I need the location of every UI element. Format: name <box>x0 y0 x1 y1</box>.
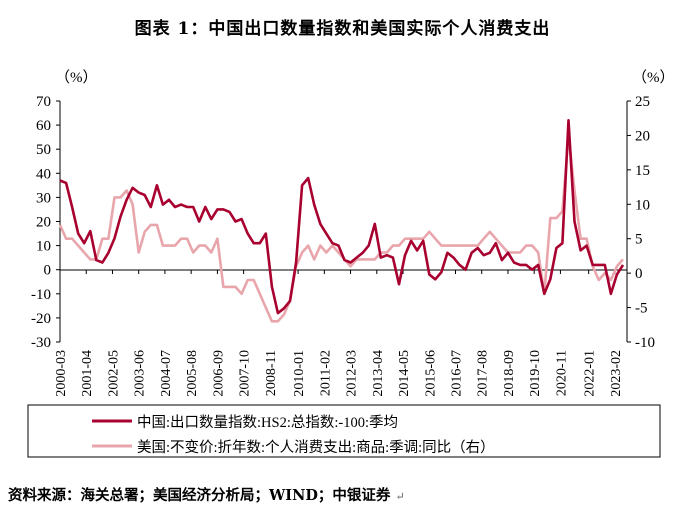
left-tick-label: 30 <box>36 190 51 206</box>
left-tick-label: 50 <box>36 142 51 158</box>
x-tick-label: 2018-09 <box>502 350 517 397</box>
x-tick-label: 2004-07 <box>159 350 174 397</box>
x-tick-label: 2006-09 <box>211 350 226 397</box>
left-tick-label: 40 <box>36 166 51 182</box>
left-tick-label: 20 <box>36 215 51 231</box>
series-lines <box>58 119 625 323</box>
x-tick-label: 2019-10 <box>528 350 543 397</box>
source-text: 资料来源：海关总署；美国经济分析局；WIND；中银证券 <box>8 487 391 504</box>
x-tick-label: 2012-03 <box>345 350 360 397</box>
x-tick-label: 2010-01 <box>292 350 307 397</box>
x-tick-label: 2000-03 <box>54 350 69 397</box>
left-tick-label: -10 <box>31 287 51 303</box>
right-tick-label: 15 <box>635 163 650 179</box>
x-tick-labels: 2000-03 2001-04 2002-05 2003-06 2004-07 2005-… <box>54 270 624 397</box>
legend-box <box>27 404 661 458</box>
return-mark: ↵ <box>395 490 405 503</box>
x-tick-label: 2015-06 <box>423 350 438 397</box>
x-tick-label: 2001-04 <box>80 350 95 397</box>
x-tick-label: 2002-05 <box>106 350 121 397</box>
x-tick-label: 2003-06 <box>133 350 148 397</box>
x-tick-label: 2023-02 <box>609 350 624 397</box>
right-tick-label: 10 <box>635 197 650 213</box>
right-tick-label: 0 <box>635 266 643 282</box>
legend: 中国:出口数量指数:HS2:总指数:-100:季均美国:不变价:折年数:个人消费… <box>27 404 661 458</box>
legend-label-us: 美国:不变价:折年数:个人消费支出:商品:季调:同比（右） <box>137 439 495 456</box>
chart-title: 图表 1：中国出口数量指数和美国实际个人消费支出 <box>134 19 551 39</box>
x-tick-label: 2014-05 <box>397 350 412 397</box>
x-tick-label: 2011-02 <box>318 350 333 396</box>
us-consumption-line <box>58 134 624 323</box>
x-tick-label: 2005-08 <box>185 350 200 397</box>
source-note: 资料来源：海关总署；美国经济分析局；WIND；中银证券 ↵ <box>8 484 405 505</box>
x-tick-label: 2017-08 <box>476 350 491 397</box>
right-axis-unit: （%） <box>632 69 675 86</box>
right-tick-label: 5 <box>635 232 643 248</box>
x-tick-label: 2022-01 <box>583 350 598 397</box>
right-tick-label: -5 <box>635 301 648 317</box>
legend-label-china: 中国:出口数量指数:HS2:总指数:-100:季均 <box>137 414 398 431</box>
x-tick-label: 2008-11 <box>264 350 279 396</box>
left-tick-label: 0 <box>44 263 52 279</box>
left-tick-label: 10 <box>36 239 51 255</box>
x-tick-label: 2020-11 <box>554 350 569 396</box>
x-tick-label: 2007-10 <box>238 350 253 397</box>
left-tick-label: -20 <box>31 311 51 327</box>
left-tick-label: -30 <box>31 335 51 351</box>
x-tick-label: 2013-04 <box>371 350 386 397</box>
right-tick-label: -10 <box>635 335 655 351</box>
left-tick-label: 70 <box>36 94 51 110</box>
left-axis-unit: （%） <box>55 69 98 86</box>
right-tick-label: 25 <box>635 94 650 110</box>
china-export-line <box>59 119 625 315</box>
right-tick-label: 20 <box>635 128 650 144</box>
left-tick-label: 60 <box>36 118 51 134</box>
x-tick-label: 2016-07 <box>449 350 464 397</box>
